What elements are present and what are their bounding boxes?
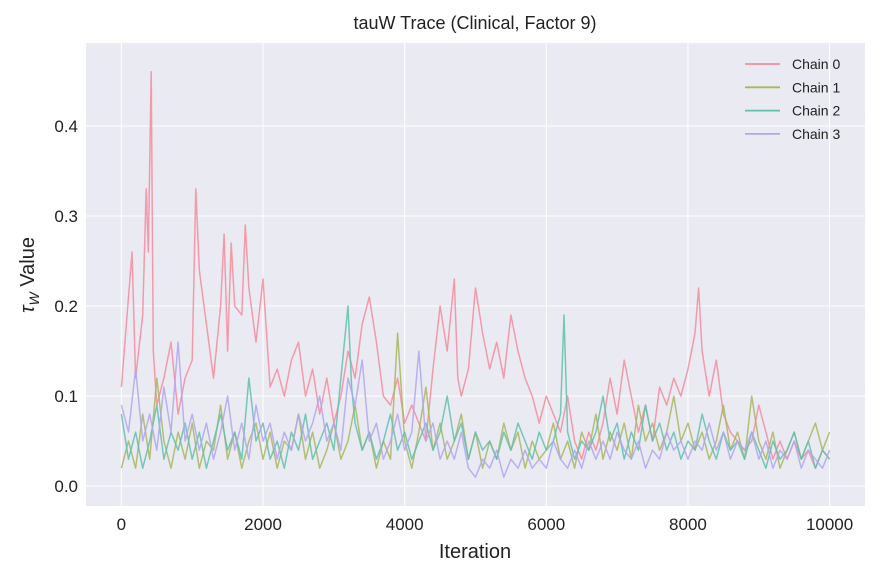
grid xyxy=(86,43,865,506)
legend-label-chain-0: Chain 0 xyxy=(792,56,840,72)
y-tick-label: 0.0 xyxy=(54,477,78,496)
y-axis-label: τW Value xyxy=(17,237,42,313)
legend-label-chain-2: Chain 2 xyxy=(792,103,840,119)
x-tick-label: 4000 xyxy=(386,515,424,534)
y-tick-label: 0.4 xyxy=(54,117,78,136)
x-axis-label: Iteration xyxy=(439,541,511,563)
x-tick-label: 6000 xyxy=(527,515,565,534)
series-group xyxy=(120,71,831,478)
x-tick-label: 2000 xyxy=(244,515,282,534)
y-tick-label: 0.2 xyxy=(54,297,78,316)
tick-labels: 0 2000 4000 6000 8000 10000 0.0 0.1 0.2 0.3 0.4 xyxy=(54,117,853,534)
y-tick-label: 0.3 xyxy=(54,207,78,226)
series-line-chain-3 xyxy=(120,341,831,478)
chart-title: tauW Trace (Clinical, Factor 9) xyxy=(353,13,596,33)
legend-label-chain-3: Chain 3 xyxy=(792,126,840,142)
plot-area xyxy=(86,43,865,506)
series-line-chain-0 xyxy=(120,71,831,469)
legend-label-chain-1: Chain 1 xyxy=(792,79,840,95)
y-axis-label-symbol: τ xyxy=(17,304,39,313)
x-tick-label: 8000 xyxy=(669,515,707,534)
y-tick-label: 0.1 xyxy=(54,387,78,406)
y-axis-label-rest: Value xyxy=(17,237,39,292)
y-axis-label-subscript: W xyxy=(26,290,42,305)
legend: Chain 0 Chain 1 Chain 2 Chain 3 xyxy=(745,56,840,142)
x-tick-label: 10000 xyxy=(806,515,853,534)
x-tick-label: 0 xyxy=(117,515,126,534)
series-line-chain-2 xyxy=(120,305,831,469)
